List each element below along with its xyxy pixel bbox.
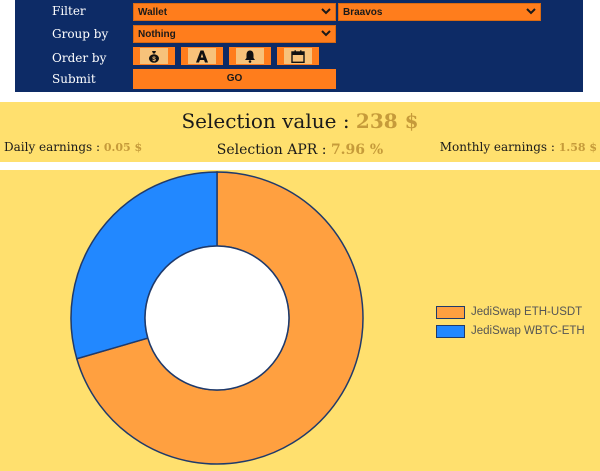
group-by-select-value: Nothing <box>138 29 176 40</box>
order-by-label: Order by <box>52 51 107 65</box>
font-a-icon <box>196 50 208 62</box>
filter-select[interactable]: Wallet <box>133 3 336 21</box>
bell-icon <box>245 50 255 63</box>
order-by-alert-button[interactable] <box>229 47 271 65</box>
selection-apr-label: Selection APR : <box>216 142 331 158</box>
order-by-name-button[interactable] <box>181 47 223 65</box>
group-by-label: Group by <box>52 27 109 41</box>
filter-select-value: Wallet <box>138 7 168 18</box>
doughnut-hole <box>144 245 290 391</box>
selection-value-amount: 238 $ <box>355 109 419 133</box>
daily-earnings-value: 0.05 $ <box>103 141 143 154</box>
legend-item[interactable]: JediSwap ETH-USDT <box>436 304 582 320</box>
selection-apr-value: 7.96 % <box>330 142 384 158</box>
svg-text:$: $ <box>152 56 156 63</box>
legend-label: JediSwap ETH-USDT <box>471 306 583 318</box>
group-by-select[interactable]: Nothing <box>133 25 336 43</box>
doughnut-chart-svg <box>70 171 364 465</box>
filter-panel: Filter Wallet Braavos Group by Nothing O… <box>15 0 583 92</box>
go-button[interactable]: GO <box>133 69 336 89</box>
order-by-value-button[interactable]: $ <box>133 47 175 65</box>
legend-swatch <box>436 324 465 338</box>
selection-value-label: Selection value : <box>181 109 356 133</box>
order-by-date-button[interactable] <box>277 47 319 65</box>
monthly-earnings-label: Monthly earnings : <box>439 140 559 154</box>
selection-apr: Selection APR : 7.96 % <box>0 142 600 158</box>
legend-item[interactable]: JediSwap WBTC-ETH <box>436 323 585 339</box>
chevron-down-icon <box>526 8 536 15</box>
filter-label: Filter <box>52 4 86 18</box>
legend-swatch <box>436 305 465 319</box>
monthly-earnings: Monthly earnings : 1.58 $ <box>440 140 597 154</box>
submit-label: Submit <box>52 72 96 86</box>
wallet-select[interactable]: Braavos <box>338 3 541 21</box>
daily-earnings-label: Daily earnings : <box>4 140 104 154</box>
monthly-earnings-value: 1.58 $ <box>558 141 597 154</box>
legend-label: JediSwap WBTC-ETH <box>471 325 585 337</box>
daily-earnings: Daily earnings : 0.05 $ <box>4 140 142 154</box>
wallet-select-value: Braavos <box>343 7 383 18</box>
portfolio-doughnut-chart: JediSwap ETH-USDT JediSwap WBTC-ETH <box>0 170 600 471</box>
money-bag-icon: $ <box>149 50 159 63</box>
chevron-down-icon <box>321 8 331 15</box>
summary-band: Selection value : 238 $ Daily earnings :… <box>0 102 600 162</box>
chevron-down-icon <box>321 30 331 37</box>
selection-value: Selection value : 238 $ <box>0 109 600 133</box>
calendar-icon <box>291 49 305 63</box>
